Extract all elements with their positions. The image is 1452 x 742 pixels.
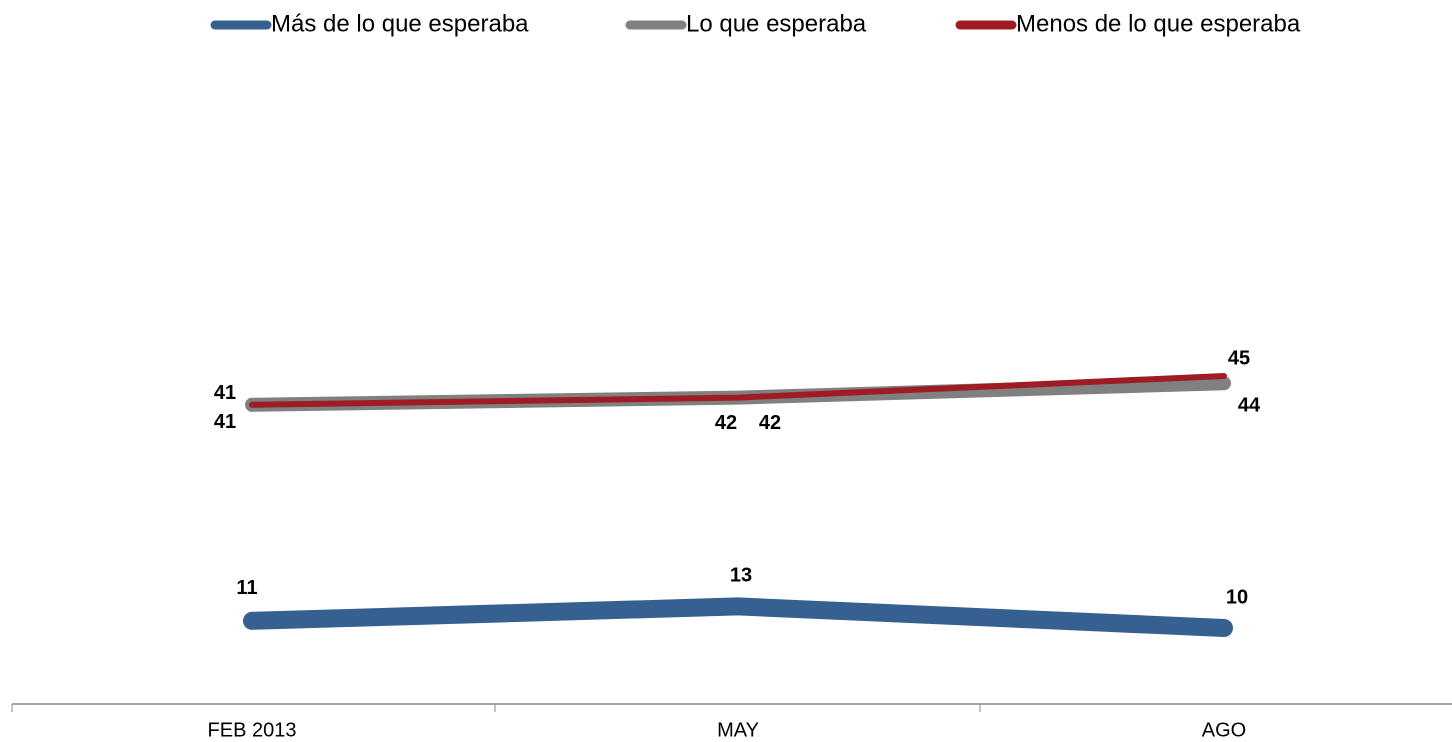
data-label: 42 <box>715 412 737 434</box>
legend-label: Menos de lo que esperaba <box>1016 10 1301 37</box>
legend-label: Más de lo que esperaba <box>271 10 529 37</box>
data-label: 41 <box>214 382 236 404</box>
data-label: 41 <box>214 411 236 433</box>
series-line <box>249 373 1227 408</box>
series-line <box>243 597 1233 637</box>
x-tick-label: AGO <box>1202 719 1246 741</box>
data-label: 44 <box>1238 394 1261 416</box>
data-label: 13 <box>730 565 752 587</box>
data-label: 45 <box>1228 347 1250 369</box>
x-tick-label: FEB 2013 <box>208 719 297 741</box>
data-label: 42 <box>759 412 781 434</box>
legend-label: Lo que esperaba <box>686 10 867 37</box>
data-label: 11 <box>236 577 257 599</box>
data-label: 10 <box>1226 586 1248 608</box>
x-tick-label: MAY <box>717 719 759 741</box>
